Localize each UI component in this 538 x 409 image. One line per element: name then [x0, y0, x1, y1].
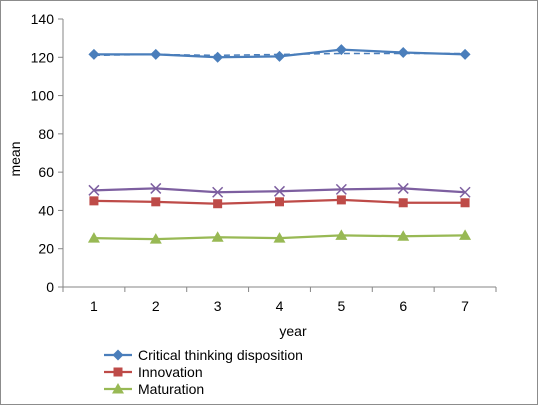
- y-tick-label: 140: [31, 11, 55, 27]
- y-tick-label: 80: [38, 126, 54, 142]
- data-point: [88, 48, 100, 60]
- data-point: [397, 182, 409, 194]
- data-point: [87, 232, 100, 243]
- data-point: [212, 51, 224, 63]
- data-point: [273, 185, 286, 197]
- x-tick-label: 6: [399, 298, 407, 314]
- y-tick-label: 120: [31, 49, 55, 65]
- y-tick-label: 0: [46, 279, 54, 295]
- y-tick-label: 100: [31, 88, 55, 104]
- legend-label: Maturation: [138, 381, 204, 397]
- series-0: [88, 44, 471, 63]
- series-1: [93, 52, 466, 57]
- legend-item: Maturation: [104, 381, 204, 397]
- x-axis-title: year: [279, 323, 307, 339]
- legend-marker: [112, 383, 124, 394]
- x-tick-label: 3: [214, 298, 222, 314]
- data-point: [335, 183, 347, 195]
- y-tick-label: 60: [38, 164, 54, 180]
- series-2: [88, 182, 471, 198]
- data-point: [275, 197, 284, 207]
- y-tick-label: 20: [38, 241, 54, 257]
- legend-marker: [112, 349, 124, 361]
- series-3: [89, 195, 470, 209]
- legend-item: Critical thinking disposition: [104, 347, 303, 363]
- legend: Critical thinking dispositionInnovationM…: [104, 347, 303, 397]
- series-line: [93, 52, 466, 57]
- data-point: [151, 197, 161, 207]
- data-point: [273, 232, 286, 243]
- series-4: [87, 229, 472, 244]
- data-point: [213, 199, 223, 209]
- legend-marker: [113, 367, 123, 377]
- data-point: [88, 184, 100, 196]
- x-tick-label: 2: [152, 298, 160, 314]
- x-tick-label: 5: [337, 298, 345, 314]
- data-point: [397, 230, 410, 241]
- data-point: [211, 231, 224, 242]
- data-point: [335, 44, 347, 56]
- data-point: [89, 196, 99, 206]
- data-point: [397, 47, 409, 58]
- x-tick-label: 1: [90, 298, 98, 314]
- data-point: [336, 195, 346, 205]
- axes: 0 20 40 60 80 100 120 140 1 2 3 4 5 6 7: [31, 11, 497, 314]
- x-tick-label: 7: [461, 298, 469, 314]
- x-tick-label: 4: [276, 298, 284, 314]
- y-tick-label: 40: [38, 202, 54, 218]
- data-point: [459, 48, 471, 60]
- data-point: [274, 50, 285, 62]
- data-point: [149, 233, 162, 244]
- data-point: [212, 186, 224, 198]
- data-point: [459, 229, 472, 240]
- series-layer: [87, 44, 472, 244]
- legend-label: Innovation: [138, 364, 203, 380]
- data-point: [398, 198, 408, 208]
- data-point: [460, 198, 470, 208]
- data-point: [459, 186, 471, 198]
- data-point: [335, 229, 348, 240]
- data-point: [150, 182, 162, 194]
- legend-label: Critical thinking disposition: [138, 347, 303, 363]
- legend-item: Innovation: [104, 364, 203, 380]
- y-axis-title: mean: [7, 141, 23, 176]
